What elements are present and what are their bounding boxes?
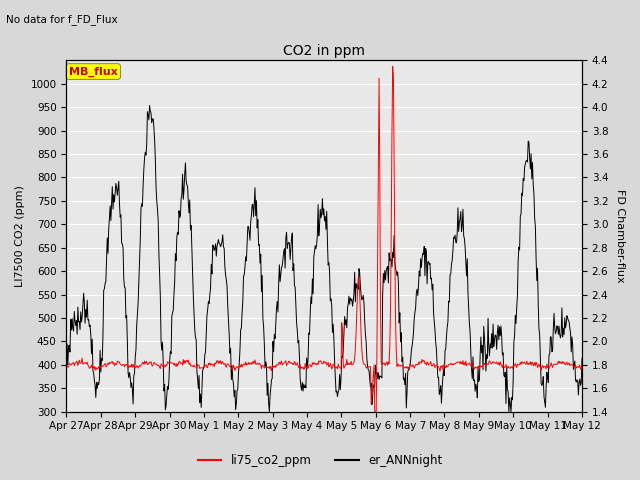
Text: MB_flux: MB_flux [69, 66, 118, 77]
Y-axis label: LI7500 CO2 (ppm): LI7500 CO2 (ppm) [15, 185, 25, 287]
Title: CO2 in ppm: CO2 in ppm [283, 44, 365, 58]
Text: No data for f_FD_Flux: No data for f_FD_Flux [6, 14, 118, 25]
Y-axis label: FD Chamber-flux: FD Chamber-flux [615, 189, 625, 283]
Legend: li75_co2_ppm, er_ANNnight: li75_co2_ppm, er_ANNnight [193, 449, 447, 472]
